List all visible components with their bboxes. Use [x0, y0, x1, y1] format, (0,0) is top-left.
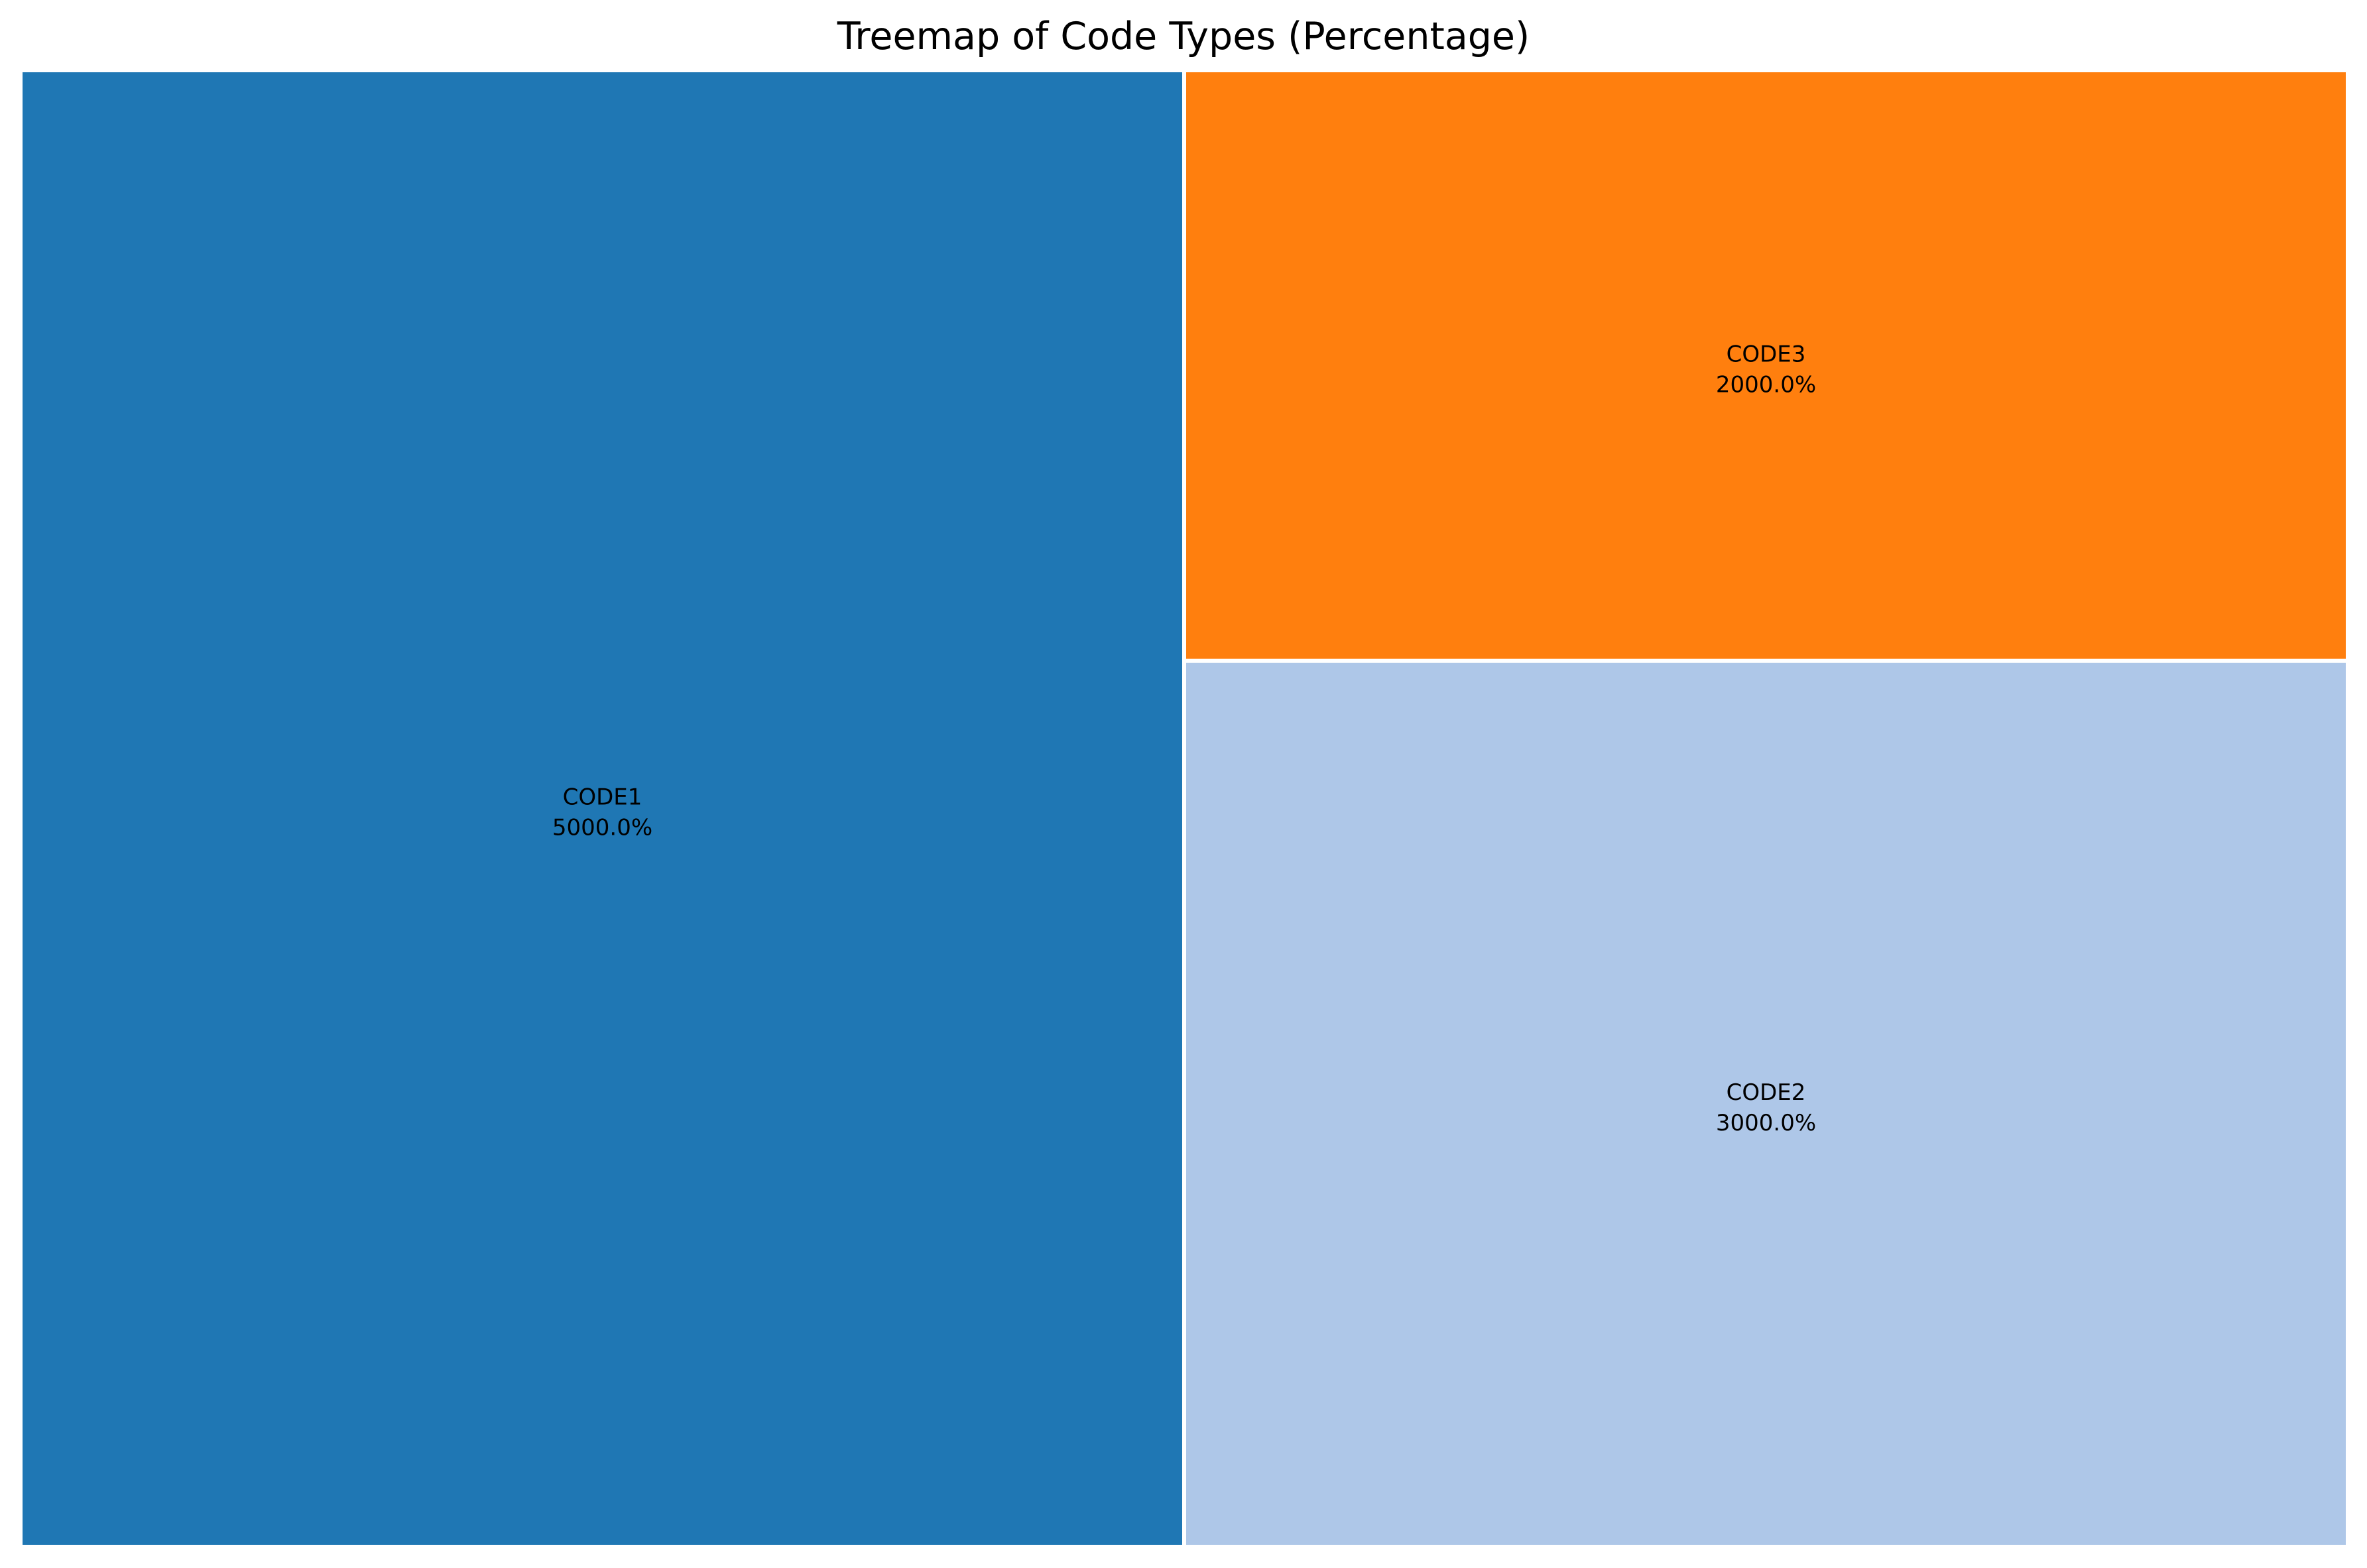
tile-value: 5000.0% — [552, 815, 652, 841]
tile-name: CODE2 — [1727, 1079, 1806, 1106]
treemap-tile-code3 — [1182, 68, 2350, 663]
tile-value: 2000.0% — [1716, 371, 1816, 398]
tile-label-code2: CODE2 3000.0% — [1716, 1079, 1816, 1136]
tile-label-code3: CODE3 2000.0% — [1716, 341, 1816, 398]
tile-name: CODE1 — [563, 784, 642, 811]
tile-value: 3000.0% — [1716, 1110, 1816, 1136]
tile-name: CODE3 — [1727, 341, 1806, 367]
treemap-tile-code1 — [19, 68, 1186, 1549]
treemap-labels: CODE1 5000.0% CODE3 2000.0% CODE2 3000.0% — [552, 341, 1816, 1136]
treemap-tiles — [19, 68, 2350, 1549]
treemap-tile-code2 — [1182, 658, 2350, 1549]
chart-title: Treemap of Code Types (Percentage) — [837, 15, 1530, 58]
tile-label-code1: CODE1 5000.0% — [552, 784, 652, 841]
